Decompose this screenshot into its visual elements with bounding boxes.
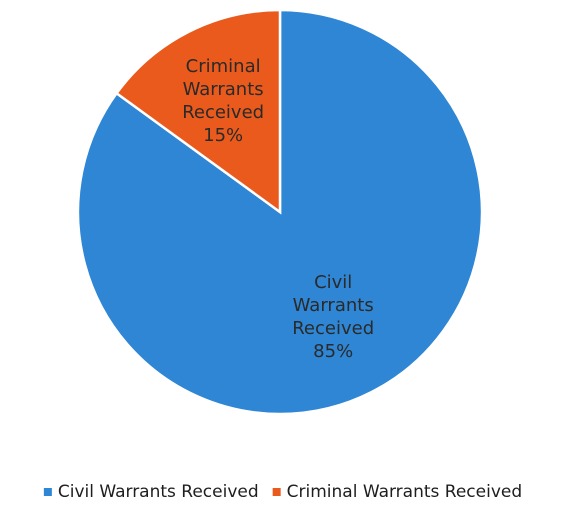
pie-slices [76, 8, 484, 416]
legend-label-criminal-warrants-received: Criminal Warrants Received [287, 482, 522, 502]
pie-slice-labels: Civil Warrants Received 85% Criminal Warrants… [182, 56, 374, 362]
slice-label-civil-warrants-received: Civil Warrants Received 85% [292, 272, 374, 362]
legend-label-civil-warrants-received: Civil Warrants Received [58, 482, 259, 502]
slice-label-criminal-warrants-received: Criminal Warrants Received 15% [182, 56, 264, 146]
legend-swatch-criminal-warrants-received [272, 488, 281, 496]
legend-swatch-civil-warrants-received [43, 488, 52, 496]
legend: Civil Warrants Received Criminal Warrants… [43, 482, 522, 502]
pie-slice-criminal-warrants-received [114, 8, 282, 215]
